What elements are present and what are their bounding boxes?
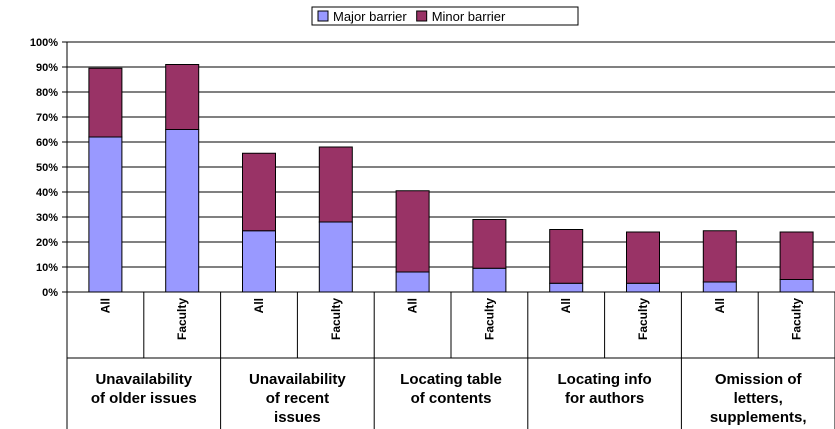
- legend-swatch: [317, 10, 329, 22]
- x-category-label: All: [252, 298, 266, 313]
- x-category-label: Faculty: [175, 298, 189, 340]
- y-axis: 0% 10% 20% 30% 40% 50% 60% 70% 80% 90% 100%: [30, 37, 68, 299]
- y-tick-label: 40%: [36, 187, 58, 199]
- y-tick-label: 30%: [36, 212, 58, 224]
- x-category-label: All: [559, 298, 573, 313]
- legend-label: Minor barrier: [432, 9, 506, 24]
- major-barrier-bar: [779, 279, 814, 293]
- x-group-label: Unavailability: [95, 371, 192, 388]
- x-group-label: letters,: [734, 390, 783, 407]
- x-category-label: All: [406, 298, 420, 313]
- minor-barrier-bar: [549, 229, 584, 284]
- y-tick-label: 50%: [36, 162, 58, 174]
- x-group-label: issues: [274, 409, 321, 426]
- y-tick-label: 0%: [42, 287, 58, 299]
- y-tick-label: 20%: [36, 237, 58, 249]
- x-category-label: Faculty: [329, 298, 343, 340]
- x-category-label: Faculty: [636, 298, 650, 340]
- x-category-label: All: [98, 298, 112, 313]
- minor-barrier-bar: [779, 231, 814, 280]
- major-barrier-bar: [242, 230, 276, 293]
- y-tick-label: 100%: [30, 37, 58, 49]
- major-barrier-bar: [702, 281, 737, 293]
- major-barrier-bar: [318, 221, 353, 293]
- y-tick-label: 90%: [36, 62, 58, 74]
- y-tick-label: 10%: [36, 262, 58, 274]
- x-category-label: Faculty: [482, 298, 496, 340]
- x-group-label: of recent: [266, 390, 329, 407]
- minor-barrier-bar: [702, 230, 737, 283]
- x-axis-table: All Faculty All Faculty All Faculty All Faculty…: [66, 291, 835, 429]
- y-tick-label: 60%: [36, 137, 58, 149]
- minor-barrier-bar: [242, 152, 276, 232]
- x-group-label: for authors: [565, 390, 644, 407]
- x-group-label: of older issues: [91, 390, 197, 407]
- minor-barrier-bar: [626, 231, 660, 284]
- legend-box: [311, 6, 579, 26]
- legend: Major barrier Minor barrier: [311, 6, 579, 26]
- plot-area: [67, 41, 835, 293]
- major-barrier-bar: [549, 282, 584, 293]
- minor-barrier-bar: [318, 146, 353, 223]
- x-group-label: Locating info: [558, 371, 652, 388]
- x-group-label: Unavailability: [249, 371, 346, 388]
- y-tick-label: 70%: [36, 112, 58, 124]
- x-group-label: Locating table: [400, 371, 502, 388]
- major-barrier-bar: [626, 282, 660, 293]
- y-tick-label: 80%: [36, 87, 58, 99]
- major-barrier-bar: [165, 129, 200, 293]
- x-group-label: supplements,: [710, 409, 807, 426]
- x-category-label: Faculty: [790, 298, 804, 340]
- major-barrier-bar: [395, 271, 430, 293]
- legend-label: Major barrier: [333, 9, 407, 24]
- x-group-label: Omission of: [715, 371, 803, 388]
- minor-barrier-bar: [472, 219, 507, 269]
- minor-barrier-bar: [88, 67, 123, 138]
- major-barrier-bar: [472, 267, 507, 293]
- x-group-label: of contents: [411, 390, 492, 407]
- major-barrier-bar: [88, 136, 123, 293]
- minor-barrier-bar: [395, 190, 430, 273]
- x-category-label: All: [713, 298, 727, 313]
- legend-swatch: [416, 10, 428, 22]
- minor-barrier-bar: [165, 64, 200, 130]
